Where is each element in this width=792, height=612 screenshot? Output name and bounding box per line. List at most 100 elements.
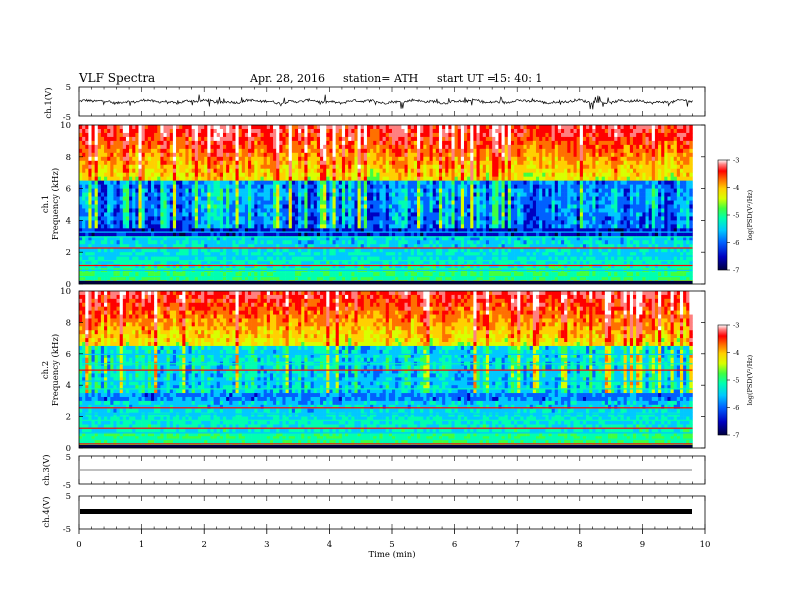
spectrogram-cell <box>313 180 318 185</box>
spectrogram-cell <box>210 148 214 154</box>
spectrogram-cell <box>460 216 465 221</box>
spectrogram-cell <box>310 180 315 185</box>
spectrogram-cell <box>110 180 114 185</box>
spectrogram-cell <box>545 125 549 130</box>
spectrogram-cell <box>489 144 493 150</box>
spectrogram-cell <box>514 204 518 209</box>
spectrogram-cell <box>535 200 540 205</box>
spectrogram-cell <box>285 188 290 193</box>
spectrogram-cell <box>633 136 637 142</box>
spectrogram-cell <box>626 220 631 225</box>
spectrogram-cell <box>163 220 167 225</box>
spectrogram-cell <box>197 144 202 150</box>
spectrogram-cell <box>535 152 540 158</box>
spectrogram-cell <box>147 216 152 221</box>
spectrogram-cell <box>661 216 665 221</box>
spectrogram-cell <box>373 164 377 170</box>
spectrogram-cell <box>294 164 299 170</box>
spectrogram-cell <box>520 164 524 170</box>
spectrogram-cell <box>335 156 340 162</box>
spectrogram-cell <box>526 180 531 185</box>
spectrogram-cell <box>667 136 671 142</box>
spectrogram-cell <box>229 184 233 189</box>
spectrogram-cell <box>561 160 565 166</box>
spectrogram-cell <box>673 216 678 221</box>
spectrogram-cell <box>172 188 177 193</box>
spectrogram-cell <box>567 204 571 209</box>
spectrogram-cell <box>172 184 177 189</box>
spectrogram-cell <box>426 208 430 213</box>
spectrogram-cell <box>645 140 649 146</box>
spectrogram-cell <box>263 168 268 173</box>
spectrogram-cell <box>88 196 92 201</box>
spectrogram-cell <box>119 144 124 150</box>
spectrogram-cell <box>617 212 621 217</box>
spectrogram-cell <box>254 208 258 213</box>
spectrogram-cell <box>188 184 192 189</box>
spectrogram-cell <box>182 144 186 150</box>
spectrogram-cell <box>661 200 665 205</box>
spectrogram-cell <box>426 220 430 225</box>
spectrogram-cell <box>463 220 468 225</box>
spectrogram-cell <box>401 125 405 130</box>
spectrogram-cell <box>341 140 346 146</box>
spectrogram-cell <box>667 200 671 205</box>
spectrogram-cell <box>489 172 493 177</box>
spectrogram-cell <box>564 200 568 205</box>
spectrogram-cell <box>263 220 268 225</box>
spectrogram-cell <box>147 156 152 162</box>
spectrogram-cell <box>244 212 249 217</box>
spectrogram-cell <box>648 200 653 205</box>
spectrogram-cell <box>557 136 562 142</box>
spectrogram-cell <box>413 125 418 130</box>
spectrogram-cell <box>351 204 355 209</box>
spectrogram-cell <box>629 180 634 185</box>
spectrogram-cell <box>410 212 415 217</box>
spectrogram-cell <box>420 144 424 150</box>
spectrogram-cell <box>526 152 531 158</box>
spectrogram-cell <box>545 140 549 146</box>
spectrogram-cell <box>535 172 540 177</box>
spectrogram-cell <box>435 144 440 150</box>
spectrogram-cell <box>100 204 105 209</box>
spectrogram-cell <box>432 144 437 150</box>
spectrogram-cell <box>388 144 393 150</box>
spectrogram-cell <box>607 204 612 209</box>
spectrogram-cell <box>201 212 205 217</box>
spectrogram-cell <box>463 156 468 162</box>
spectrogram-cell <box>523 148 527 154</box>
spectrogram-cell <box>517 144 521 150</box>
spectrogram-cell <box>573 172 577 177</box>
spectrogram-cell <box>445 196 449 201</box>
spectrogram-cell <box>248 152 252 158</box>
spectrogram-cell <box>382 140 387 146</box>
spectrogram-cell <box>201 172 205 177</box>
spectrogram-cell <box>633 152 637 158</box>
spectrogram-cell <box>623 220 628 225</box>
spectrogram-cell <box>676 192 681 197</box>
spectrogram-cell <box>219 216 224 221</box>
spectrogram-cell <box>401 148 405 154</box>
spectrogram-cell <box>542 148 546 154</box>
spectrogram-cell <box>620 192 624 197</box>
spectrogram-cell <box>166 152 171 158</box>
spectrogram-cell <box>673 204 678 209</box>
spectrogram-cell <box>166 184 171 189</box>
spectrogram-cell <box>554 176 559 181</box>
spectrogram-cell <box>332 156 336 162</box>
spectrogram-cell <box>467 132 471 138</box>
spectrogram-cell <box>182 148 186 154</box>
spectrogram-cell <box>338 176 343 181</box>
spectrogram-cell <box>154 125 158 130</box>
spectrogram-cell <box>213 152 218 158</box>
spectrogram-cell <box>179 212 183 217</box>
spectrogram-cell <box>291 156 296 162</box>
spectrogram-cell <box>413 168 418 173</box>
spectrogram-cell <box>485 168 490 173</box>
spectrogram-cell <box>222 156 227 162</box>
spectrogram-cell <box>320 132 324 138</box>
spectrogram-cell <box>448 140 452 146</box>
spectrogram-cell <box>564 180 568 185</box>
spectrogram-cell <box>517 204 521 209</box>
spectrogram-cell <box>119 184 124 189</box>
